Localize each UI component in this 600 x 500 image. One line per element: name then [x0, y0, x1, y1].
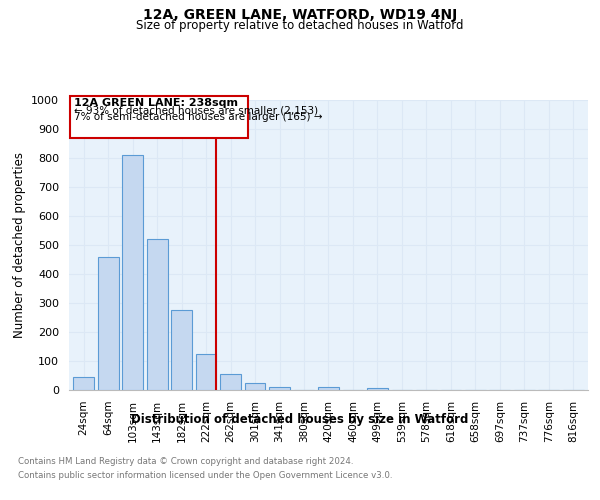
Text: Contains HM Land Registry data © Crown copyright and database right 2024.: Contains HM Land Registry data © Crown c…	[18, 458, 353, 466]
Y-axis label: Number of detached properties: Number of detached properties	[13, 152, 26, 338]
Bar	[245, 383, 265, 390]
Bar	[171, 310, 192, 390]
Bar	[98, 256, 119, 390]
Bar	[220, 374, 241, 390]
Text: 12A GREEN LANE: 238sqm: 12A GREEN LANE: 238sqm	[74, 98, 238, 108]
Bar	[367, 388, 388, 390]
Bar	[122, 155, 143, 390]
Bar	[147, 239, 167, 390]
Text: 7% of semi-detached houses are larger (165) →: 7% of semi-detached houses are larger (1…	[74, 112, 322, 122]
Bar	[196, 354, 217, 390]
Bar	[269, 386, 290, 390]
Text: Distribution of detached houses by size in Watford: Distribution of detached houses by size …	[131, 412, 469, 426]
Bar	[73, 377, 94, 390]
Text: ← 93% of detached houses are smaller (2,153): ← 93% of detached houses are smaller (2,…	[74, 105, 318, 115]
Bar	[318, 386, 339, 390]
Text: 12A, GREEN LANE, WATFORD, WD19 4NJ: 12A, GREEN LANE, WATFORD, WD19 4NJ	[143, 8, 457, 22]
FancyBboxPatch shape	[70, 96, 248, 138]
Text: Size of property relative to detached houses in Watford: Size of property relative to detached ho…	[136, 19, 464, 32]
Text: Contains public sector information licensed under the Open Government Licence v3: Contains public sector information licen…	[18, 471, 392, 480]
